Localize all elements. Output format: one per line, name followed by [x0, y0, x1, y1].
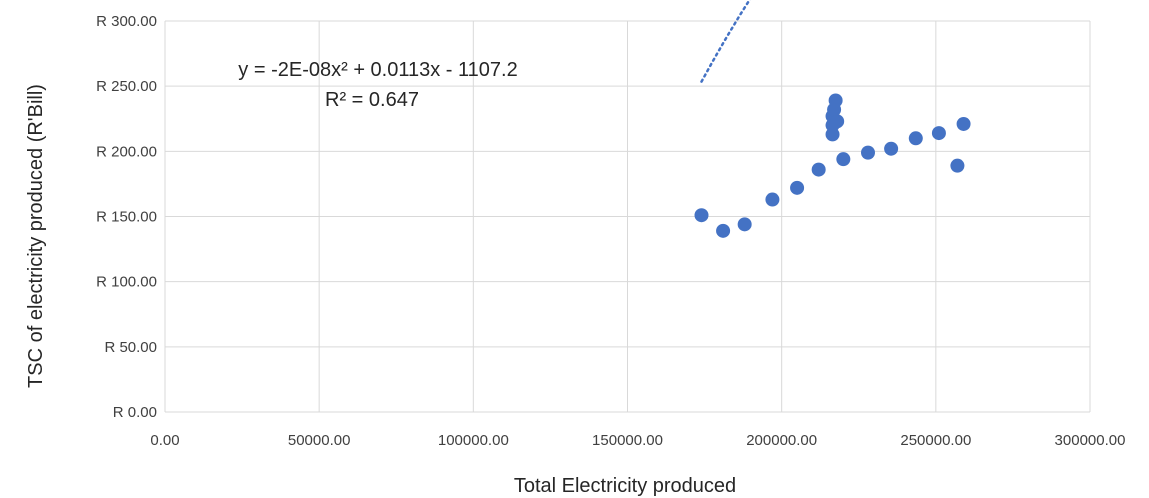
x-tick-label: 100000.00 — [438, 432, 509, 449]
data-point — [811, 162, 826, 177]
y-tick-label: R 250.00 — [96, 78, 157, 95]
data-point — [836, 152, 851, 167]
y-tick-label: R 200.00 — [96, 143, 157, 160]
r-squared-label: R² = 0.647 — [325, 89, 419, 111]
x-axis-title: Total Electricity produced — [514, 475, 736, 497]
y-tick-label: R 300.00 — [96, 13, 157, 30]
x-tick-label: 200000.00 — [746, 432, 817, 449]
x-tick-label: 300000.00 — [1055, 432, 1126, 449]
data-point — [861, 145, 875, 160]
data-point — [765, 192, 780, 207]
data-point — [950, 158, 965, 173]
y-tick-label: R 50.00 — [104, 339, 157, 356]
x-axis-tick-labels: 0.00 50000.00 100000.00 150000.00 200000.00 2… — [150, 432, 1125, 449]
data-point — [830, 114, 845, 129]
data-point — [694, 208, 709, 223]
x-tick-label: 0.00 — [150, 432, 179, 449]
gridlines — [164, 20, 1091, 413]
x-tick-label: 250000.00 — [900, 432, 971, 449]
data-point — [716, 223, 731, 238]
data-point — [931, 126, 946, 141]
data-point — [884, 141, 899, 156]
y-axis-tick-labels: R 0.00 R 50.00 R 100.00 R 150.00 R 200.00 R 2… — [96, 13, 157, 421]
trendline-equation: y = -2E-08x² + 0.0113x - 1107.2 — [238, 59, 517, 81]
data-point — [828, 93, 843, 108]
data-point — [956, 116, 971, 131]
x-tick-label: 150000.00 — [592, 432, 663, 449]
y-tick-label: R 150.00 — [96, 209, 157, 226]
y-tick-label: R 0.00 — [113, 404, 157, 421]
x-tick-label: 50000.00 — [288, 432, 351, 449]
data-point — [908, 131, 923, 146]
data-points — [694, 93, 971, 238]
data-point — [790, 180, 805, 195]
polynomial-trendline — [700, 0, 751, 83]
y-axis-title: TSC of electricity produced (R'Bill) — [25, 84, 47, 388]
y-tick-label: R 100.00 — [96, 274, 157, 291]
data-point — [737, 217, 752, 232]
